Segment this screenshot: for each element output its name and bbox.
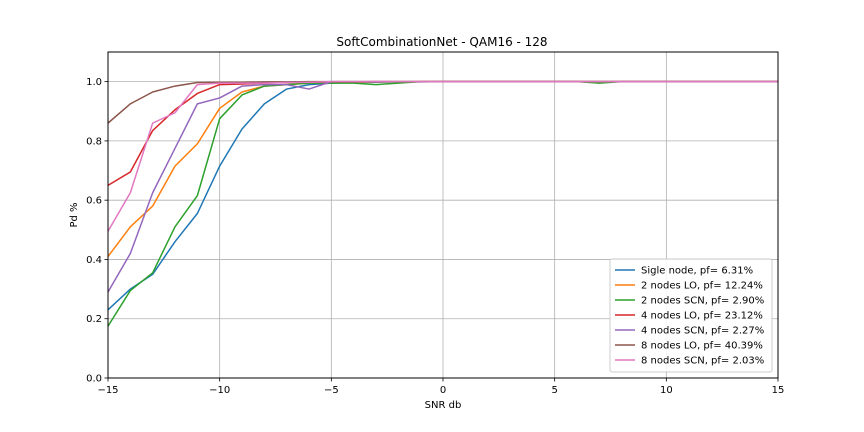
legend-entry-label: 2 nodes SCN, pf= 2.90%	[641, 296, 764, 307]
x-axis-label: SNR db	[425, 400, 462, 411]
x-tick-label: −5	[324, 385, 339, 396]
x-tick-label: 5	[551, 385, 557, 396]
x-axis-ticks: −15 −10 −5 0 5 10 15	[97, 378, 784, 396]
y-tick-label: 0.8	[86, 136, 102, 147]
legend-entry-label: 8 nodes SCN, pf= 2.03%	[641, 356, 764, 367]
x-tick-label: 0	[440, 385, 446, 396]
x-tick-label: 15	[772, 385, 785, 396]
legend-entry-label: 2 nodes LO, pf= 12.24%	[641, 281, 763, 292]
x-tick-label: 10	[660, 385, 673, 396]
y-tick-label: 0.6	[86, 196, 102, 207]
y-tick-label: 0.4	[86, 255, 102, 266]
y-axis-ticks: 0.0 0.2 0.4 0.6 0.8 1.0	[86, 77, 108, 385]
y-tick-label: 0.2	[86, 314, 102, 325]
series-lines	[107, 80, 778, 327]
legend-entry-label: 4 nodes SCN, pf= 2.27%	[641, 326, 764, 337]
series-line-7	[107, 80, 778, 232]
x-tick-label: −10	[209, 385, 230, 396]
x-tick-label: −15	[97, 385, 118, 396]
legend-box	[609, 258, 773, 373]
y-tick-label: 1.0	[86, 77, 102, 88]
legend-entry-label: 8 nodes LO, pf= 40.39%	[641, 341, 763, 352]
legend-entry-label: 4 nodes LO, pf= 23.12%	[641, 311, 763, 322]
y-tick-label: 0.0	[86, 374, 102, 385]
legend-entry-label: Sigle node, pf= 6.31%	[641, 266, 753, 277]
y-axis-label: Pd %	[69, 202, 80, 227]
chart-title: SoftCombinationNet - QAM16 - 128	[336, 35, 547, 49]
legend: Sigle node, pf= 6.31% 2 nodes LO, pf= 12.…	[609, 258, 773, 373]
